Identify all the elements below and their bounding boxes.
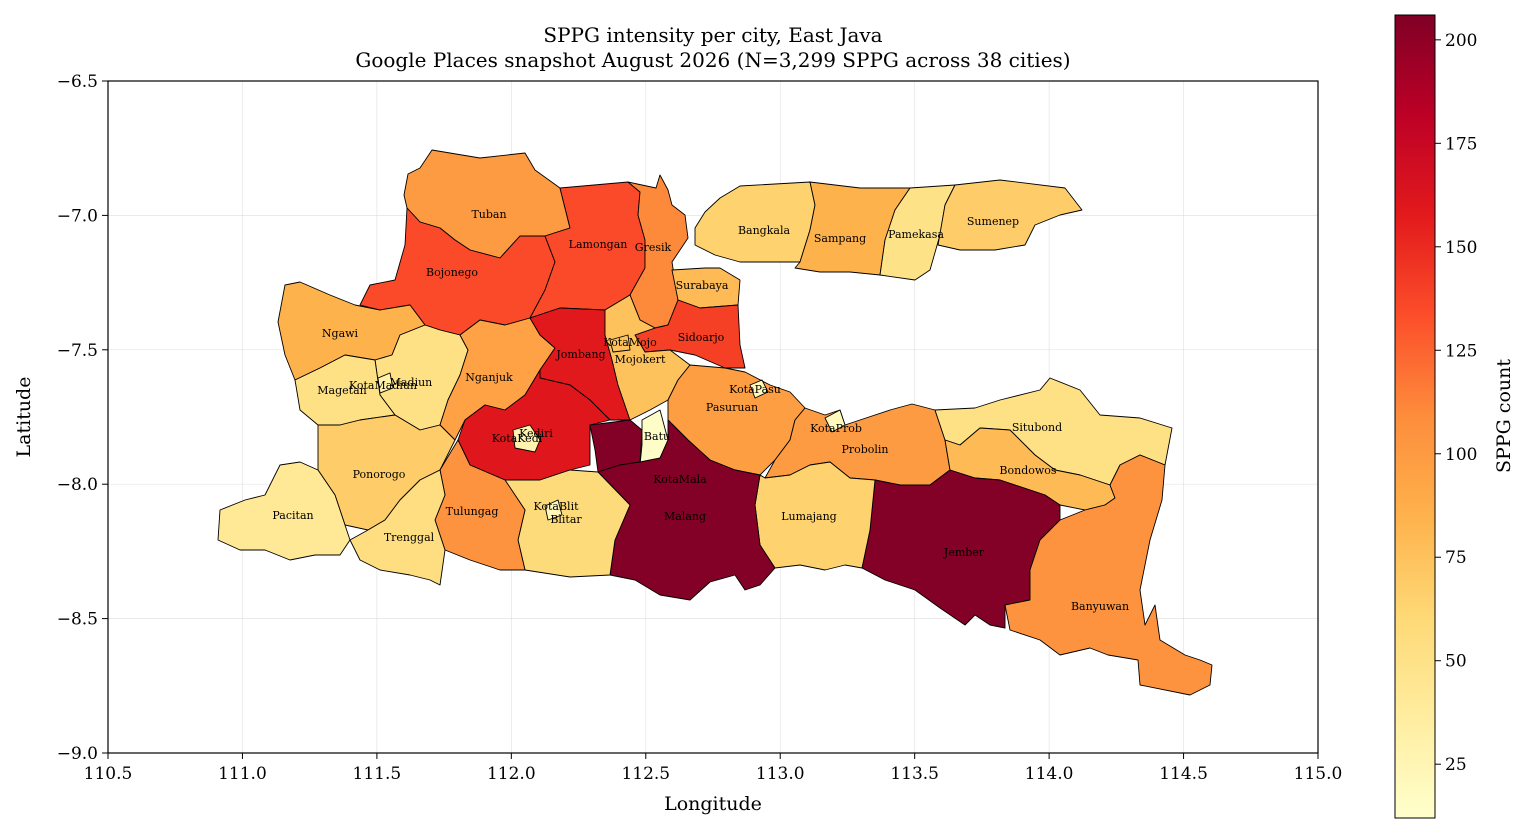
label-bojonego: Bojonego bbox=[426, 266, 478, 279]
y-tick-label: −8.5 bbox=[57, 610, 98, 630]
colorbar-tick-label: 50 bbox=[1445, 652, 1467, 672]
x-tick-label: 111.5 bbox=[353, 764, 402, 784]
label-nganjuk: Nganjuk bbox=[465, 371, 513, 384]
x-tick-label: 113.0 bbox=[756, 764, 805, 784]
label-kotamadiun: KotaMadiun bbox=[349, 379, 417, 392]
colorbar-tick-label: 75 bbox=[1445, 548, 1467, 568]
region-kotapasu bbox=[749, 379, 769, 399]
y-axis-label: Latitude bbox=[13, 377, 35, 458]
label-sampang: Sampang bbox=[814, 232, 866, 245]
regions bbox=[217, 149, 1213, 696]
y-tick-label: −7.0 bbox=[57, 206, 98, 226]
x-tick-label: 114.0 bbox=[1025, 764, 1074, 784]
label-kotapasu: KotaPasu bbox=[729, 383, 781, 396]
colorbar-ticks: 25 50 75 100 125 150 175 200 bbox=[1435, 31, 1477, 775]
label-mojokert: Mojokert bbox=[615, 353, 666, 366]
label-kotablit: KotaBlit bbox=[533, 500, 579, 513]
label-kotaprob: KotaProb bbox=[810, 422, 862, 435]
label-tulungag: Tulungag bbox=[446, 505, 499, 518]
colorbar-tick-label: 200 bbox=[1445, 31, 1477, 51]
label-pamekasa: Pamekasa bbox=[888, 228, 944, 241]
region-kotaprob bbox=[824, 409, 846, 433]
region-malang bbox=[597, 419, 776, 601]
colorbar-label: SPPG count bbox=[1493, 359, 1515, 473]
region-trenggal bbox=[349, 469, 446, 586]
label-kotamala: KotaMala bbox=[653, 473, 707, 486]
label-kotakedi: KotaKedi bbox=[492, 432, 543, 445]
colorbar bbox=[1394, 14, 1436, 819]
plot-frame bbox=[107, 80, 1319, 754]
region-banyuwan bbox=[1004, 454, 1213, 696]
label-ngawi: Ngawi bbox=[322, 327, 359, 340]
x-tick-label: 113.5 bbox=[890, 764, 939, 784]
label-ponorogo: Ponorogo bbox=[353, 468, 406, 481]
label-lumajang: Lumajang bbox=[781, 510, 836, 523]
label-magetan: Magetan bbox=[317, 384, 366, 397]
label-blitar: Blitar bbox=[550, 513, 582, 526]
colorbar-tick-label: 175 bbox=[1445, 134, 1477, 154]
label-kediri: Kediri bbox=[519, 427, 553, 440]
x-tick-label: 110.5 bbox=[84, 764, 133, 784]
label-situbond: Situbond bbox=[1012, 421, 1062, 434]
label-pasuruan: Pasuruan bbox=[706, 401, 758, 414]
y-tick-label: −9.0 bbox=[57, 744, 98, 764]
y-axis: −6.5 −7.0 −7.5 −8.0 −8.5 −9.0 bbox=[57, 72, 108, 764]
label-probolin: Probolin bbox=[841, 443, 888, 456]
colorbar-tick-label: 100 bbox=[1445, 445, 1477, 465]
colorbar-tick-label: 150 bbox=[1445, 238, 1477, 258]
label-gresik: Gresik bbox=[635, 241, 672, 254]
label-jember: Jember bbox=[943, 546, 985, 559]
chart-subtitle: Google Places snapshot August 2026 (N=3,… bbox=[355, 48, 1070, 72]
x-tick-label: 111.0 bbox=[218, 764, 267, 784]
x-axis: 110.5 111.0 111.5 112.0 112.5 113.0 113.5 114.0… bbox=[84, 753, 1343, 784]
label-madiun: Madiun bbox=[390, 376, 433, 389]
y-tick-label: −8.0 bbox=[57, 475, 98, 495]
label-batu: Batu bbox=[644, 430, 670, 443]
label-tuban: Tuban bbox=[471, 208, 506, 221]
colorbar-tick-label: 125 bbox=[1445, 341, 1477, 361]
x-tick-label: 114.5 bbox=[1159, 764, 1208, 784]
chart-title: SPPG intensity per city, East Java bbox=[543, 23, 882, 47]
label-lamongan: Lamongan bbox=[569, 238, 628, 251]
label-kotamojo: KotaMojo bbox=[603, 336, 657, 349]
region-kotamojo bbox=[609, 334, 631, 353]
x-tick-label: 115.0 bbox=[1294, 764, 1343, 784]
y-tick-label: −7.5 bbox=[57, 341, 98, 361]
region-sumenep bbox=[937, 179, 1083, 251]
region-kotablit bbox=[544, 499, 563, 521]
label-surabaya: Surabaya bbox=[676, 279, 729, 292]
region-pacitan bbox=[217, 461, 351, 561]
y-tick-label: −6.5 bbox=[57, 72, 98, 92]
region-labels: Tuban Lamongan Gresik Bojonego Bangkala … bbox=[272, 208, 1129, 613]
label-bangkala: Bangkala bbox=[738, 224, 791, 237]
x-tick-label: 112.5 bbox=[621, 764, 670, 784]
label-bondowos: Bondowos bbox=[999, 464, 1056, 477]
x-tick-label: 112.0 bbox=[487, 764, 536, 784]
label-pacitan: Pacitan bbox=[272, 509, 313, 522]
region-kotamadiun bbox=[377, 372, 394, 394]
label-sumenep: Sumenep bbox=[967, 215, 1019, 228]
colorbar-tick-label: 25 bbox=[1445, 755, 1467, 775]
label-trenggal: Trenggal bbox=[384, 531, 435, 544]
label-banyuwan: Banyuwan bbox=[1071, 600, 1129, 613]
label-sidoarjo: Sidoarjo bbox=[678, 331, 725, 344]
label-jombang: Jombang bbox=[555, 348, 605, 361]
x-axis-label: Longitude bbox=[664, 793, 762, 815]
region-kotakedi bbox=[512, 424, 541, 453]
label-malang: Malang bbox=[664, 510, 706, 523]
